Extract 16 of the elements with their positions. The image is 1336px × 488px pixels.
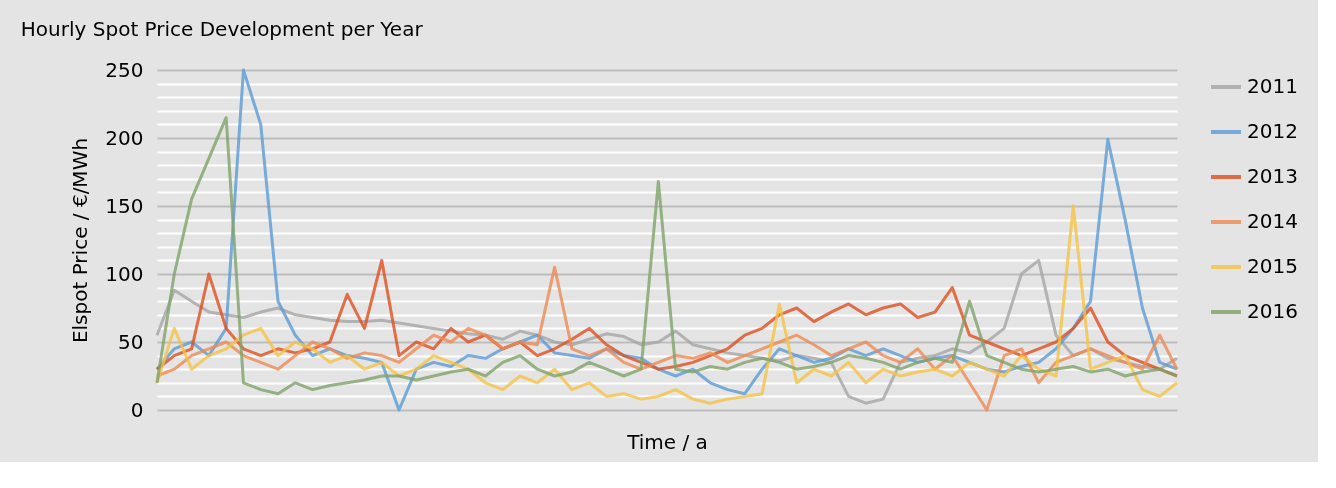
legend-label: 2013 [1247, 164, 1298, 188]
legend-label: 2011 [1247, 74, 1298, 98]
y-tick-label: 100 [105, 261, 144, 286]
y-tick-label: 150 [105, 193, 144, 218]
legend-label: 2015 [1247, 254, 1298, 278]
x-axis-title: Time / a [626, 429, 708, 454]
y-tick-label: 50 [118, 329, 144, 354]
chart-title: Hourly Spot Price Development per Year [20, 17, 424, 41]
legend-label: 2014 [1247, 209, 1298, 233]
y-axis-title: Elspot Price / €/MWh [68, 137, 93, 344]
line-series [155, 116, 1179, 396]
legend-label: 2012 [1247, 119, 1298, 143]
y-tick-label: 0 [130, 397, 144, 422]
y-tick-label: 250 [105, 57, 144, 82]
y-tick-label: 200 [105, 125, 144, 150]
legend-label: 2016 [1247, 299, 1298, 323]
